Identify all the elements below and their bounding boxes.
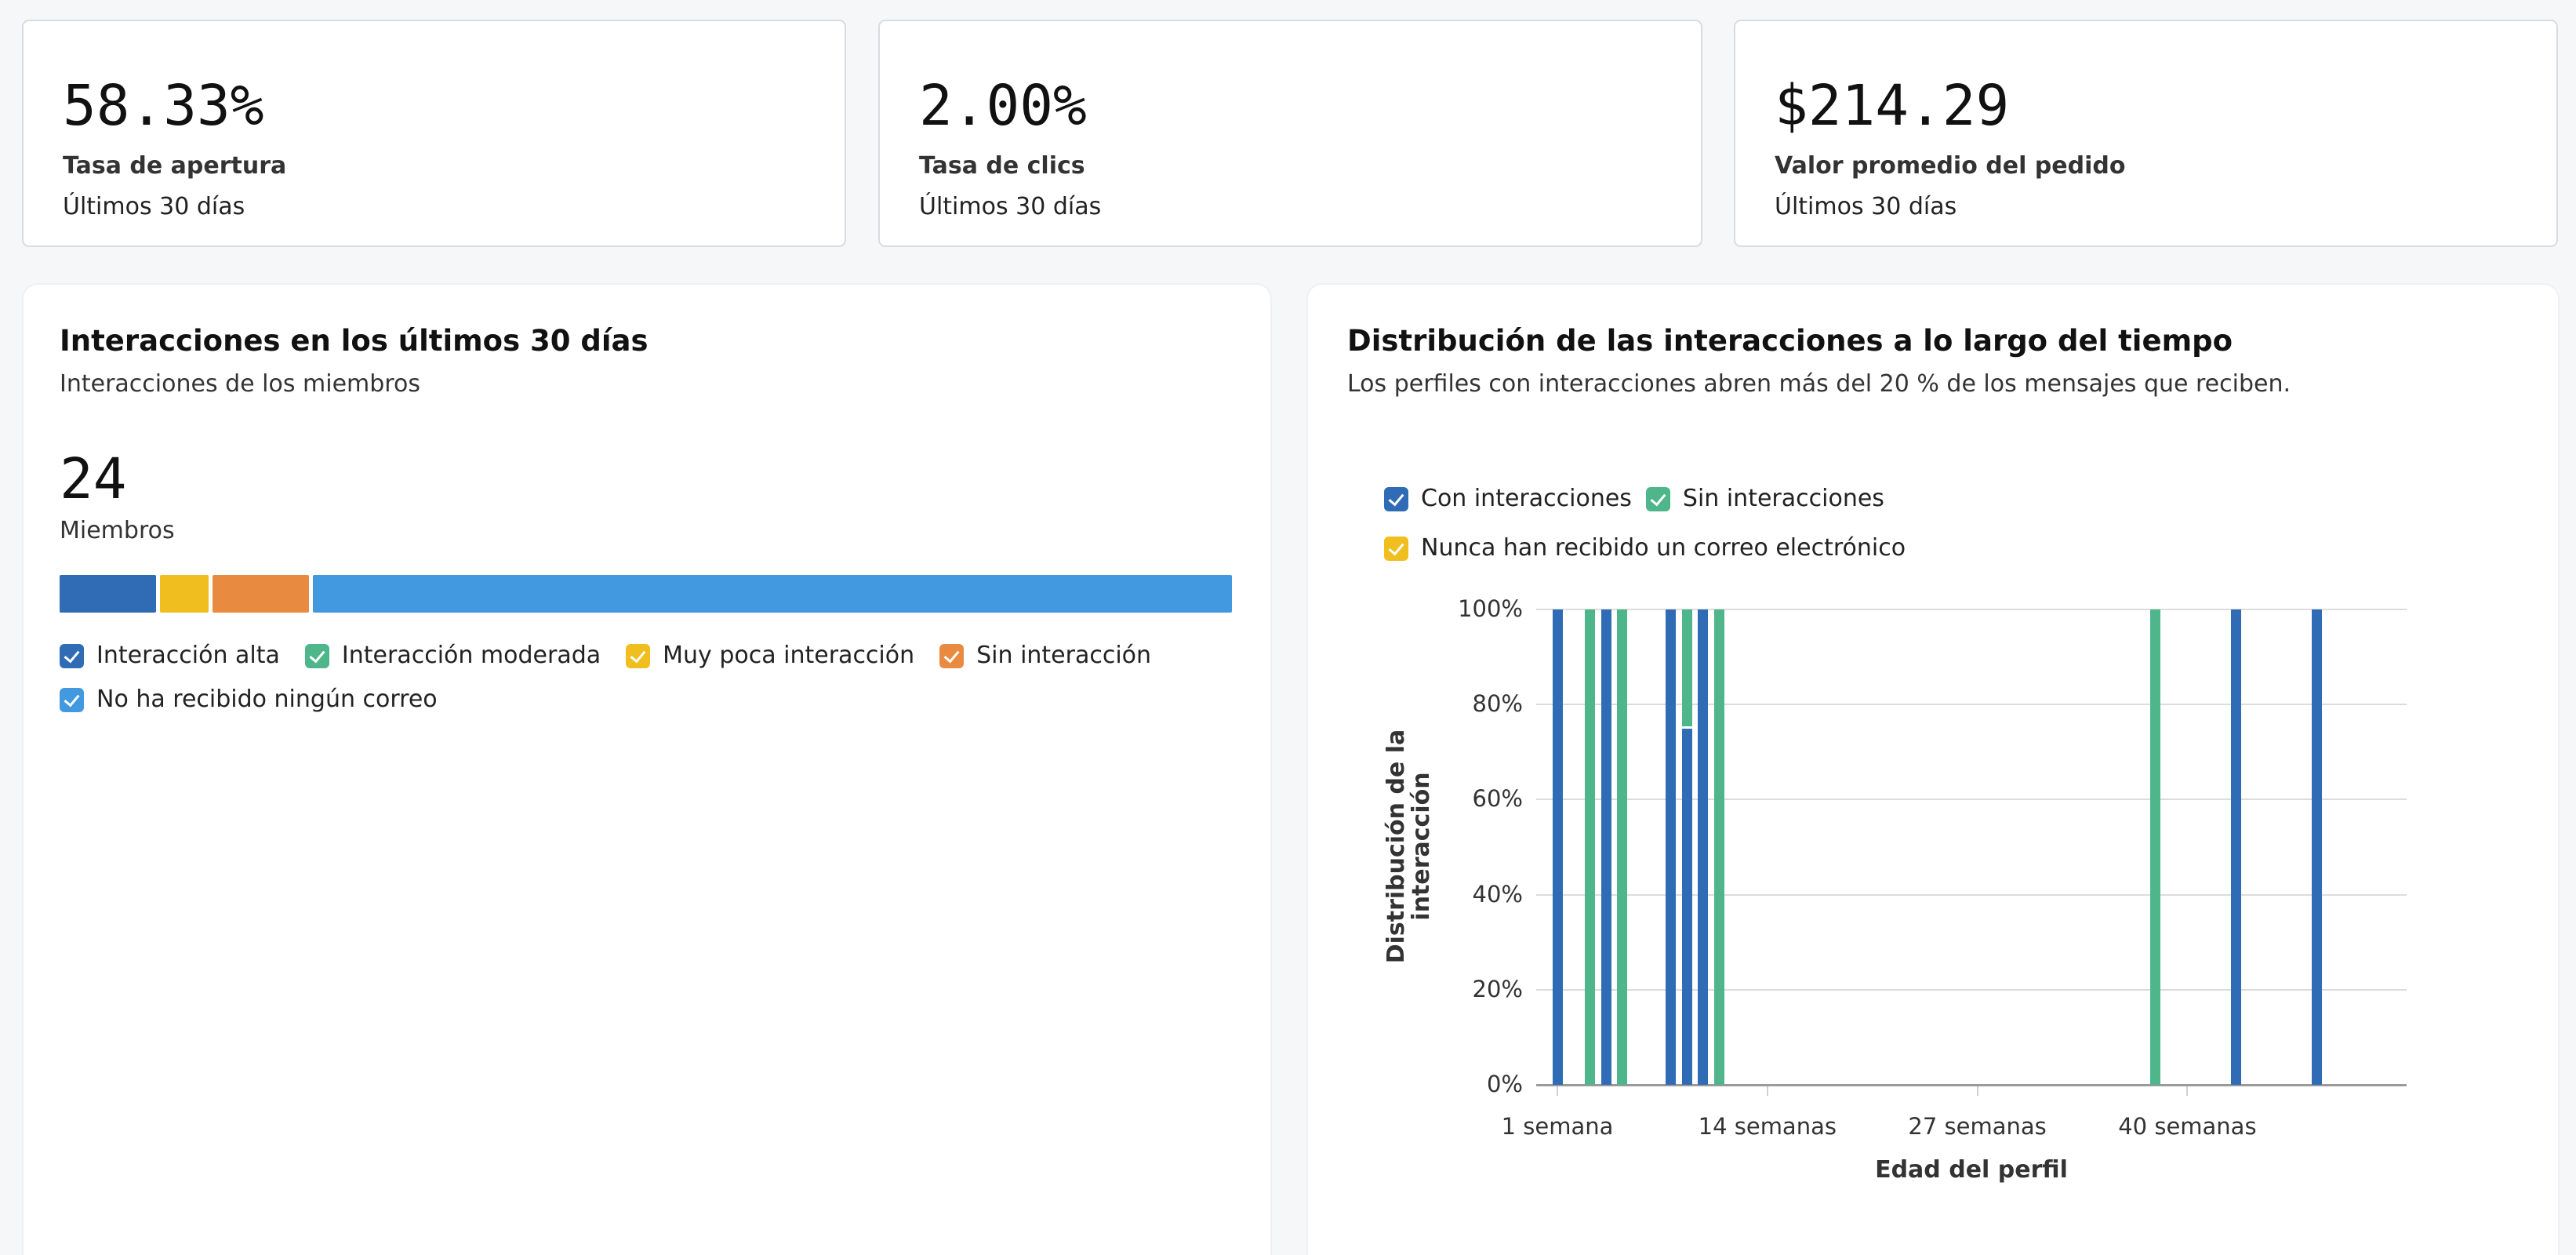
distribution-legend: Con interacciones Sin interacciones Nunc…: [1384, 486, 2090, 561]
legend-label: Sin interacciones: [1682, 485, 1884, 512]
kpi-value: $214.29: [1775, 73, 2010, 138]
x-tick-label: 14 semanas: [1698, 1113, 1837, 1140]
legend-label: Sin interacción: [976, 642, 1152, 669]
checkbox-checked-icon[interactable]: [939, 643, 965, 668]
gridline: [1536, 893, 2407, 896]
legend-item-no-email-received[interactable]: No ha recibido ningún correo: [60, 687, 438, 712]
chart-bar[interactable]: [1553, 609, 1563, 1085]
kpi-value: 58.33%: [63, 73, 264, 138]
checkbox-checked-icon[interactable]: [304, 643, 329, 668]
x-tick-label: 27 semanas: [1908, 1113, 2047, 1140]
y-tick-label: 40%: [1472, 880, 1523, 908]
chart-bar[interactable]: [1600, 609, 1611, 1085]
x-tick-mark: [1766, 1086, 1768, 1096]
legend-label: Nunca han recibido un correo electrónico: [1421, 534, 1906, 562]
legend-item-not-engaged[interactable]: Sin interacciones: [1645, 485, 1884, 512]
checkbox-checked-icon[interactable]: [60, 643, 84, 668]
engagement-panel-title: Interacciones en los últimos 30 días: [60, 324, 649, 358]
y-tick-label: 80%: [1472, 690, 1523, 718]
gridline: [1536, 704, 2407, 706]
kpi-label: Tasa de apertura: [63, 152, 287, 180]
legend-label: No ha recibido ningún correo: [96, 686, 438, 713]
engagement-panel-subtitle: Interacciones de los miembros: [60, 370, 420, 398]
y-tick-label: 20%: [1472, 975, 1523, 1002]
stacked-bar-segment[interactable]: [160, 575, 209, 613]
legend-item-high-engagement[interactable]: Interacción alta: [60, 643, 280, 668]
chart-bar[interactable]: [2231, 609, 2242, 1085]
chart-bar[interactable]: [1698, 609, 1709, 1085]
kpi-card-click-rate: 2.00% Tasa de clics Últimos 30 días: [878, 20, 1702, 247]
stacked-bar-segment[interactable]: [313, 575, 1232, 613]
stacked-bar-segment[interactable]: [60, 575, 157, 613]
chart-bar[interactable]: [1585, 609, 1596, 1085]
chart-bar[interactable]: [1681, 728, 1692, 1085]
y-tick-label: 100%: [1458, 595, 1523, 622]
member-count: 24: [60, 446, 127, 511]
x-tick-mark: [1557, 1086, 1558, 1096]
kpi-period: Últimos 30 días: [919, 193, 1102, 220]
kpi-period: Últimos 30 días: [1775, 193, 1957, 220]
kpi-period: Últimos 30 días: [63, 193, 245, 220]
y-axis-title: Distribución de la interacción: [1382, 729, 1435, 964]
engagement-stacked-bar: [60, 575, 1232, 613]
gridline: [1536, 988, 2407, 991]
legend-label: Interacción moderada: [341, 642, 601, 669]
stacked-bar-segment[interactable]: [213, 575, 310, 613]
chart-bar[interactable]: [1681, 609, 1692, 726]
legend-item-moderate-engagement[interactable]: Interacción moderada: [304, 642, 601, 669]
legend-item-low-engagement[interactable]: Muy poca interacción: [626, 643, 914, 668]
legend-item-engaged[interactable]: Con interacciones: [1384, 486, 1632, 511]
kpi-card-avg-order-value: $214.29 Valor promedio del pedido Último…: [1734, 20, 2558, 247]
distribution-panel: [1308, 285, 2558, 1255]
x-axis-line: [1536, 1084, 2407, 1086]
checkbox-checked-icon[interactable]: [1645, 486, 1670, 511]
y-tick-label: 0%: [1486, 1071, 1523, 1097]
legend-label: Con interacciones: [1421, 485, 1632, 512]
checkbox-checked-icon[interactable]: [1384, 536, 1408, 561]
checkbox-checked-icon[interactable]: [60, 687, 84, 712]
chart-bar[interactable]: [1714, 609, 1724, 1085]
legend-label: Muy poca interacción: [663, 642, 915, 669]
y-tick-label: 60%: [1472, 785, 1523, 813]
x-tick-mark: [1976, 1086, 1978, 1096]
legend-item-never-received-email[interactable]: Nunca han recibido un correo electrónico: [1384, 536, 2090, 561]
x-tick-label: 40 semanas: [2118, 1113, 2257, 1140]
x-tick-mark: [2186, 1086, 2189, 1096]
distribution-panel-title: Distribución de las interacciones a lo l…: [1347, 324, 2233, 358]
kpi-label: Valor promedio del pedido: [1775, 152, 2126, 180]
distribution-panel-subtitle: Los perfiles con interacciones abren más…: [1347, 370, 2291, 398]
legend-item-no-engagement[interactable]: Sin interacción: [939, 643, 1151, 668]
chart-bar[interactable]: [2312, 609, 2323, 1085]
chart-bar[interactable]: [2150, 609, 2161, 1085]
checkbox-checked-icon[interactable]: [1384, 486, 1408, 511]
kpi-value: 2.00%: [919, 73, 1087, 138]
gridline: [1536, 609, 2407, 610]
engagement-legend: Interacción alta Interacción moderada Mu…: [60, 643, 1252, 712]
engagement-panel: [24, 285, 1270, 1255]
kpi-label: Tasa de clics: [919, 152, 1085, 180]
chart-bar[interactable]: [1666, 609, 1677, 1085]
x-axis-title: Edad del perfil: [1875, 1156, 2068, 1184]
chart-bar[interactable]: [1617, 609, 1628, 1085]
member-count-label: Miembros: [60, 517, 175, 544]
kpi-card-open-rate: 58.33% Tasa de apertura Últimos 30 días: [22, 20, 846, 247]
checkbox-checked-icon[interactable]: [626, 643, 651, 668]
gridline: [1536, 798, 2407, 801]
x-tick-label: 1 semana: [1501, 1113, 1614, 1140]
legend-label: Interacción alta: [96, 642, 280, 669]
